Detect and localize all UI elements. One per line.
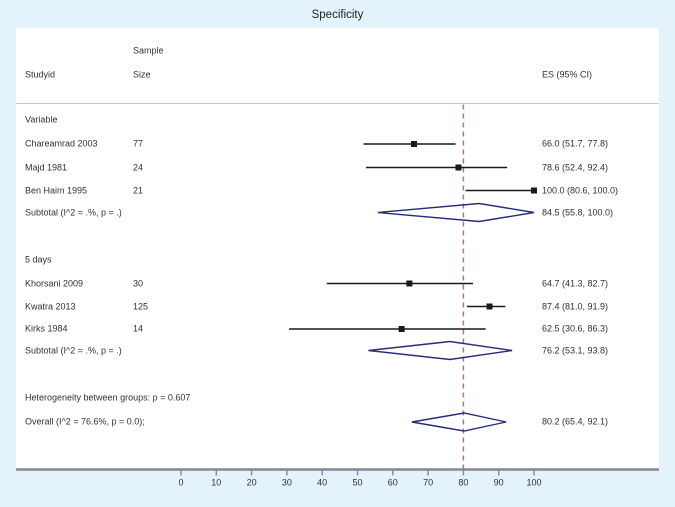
plot-area <box>16 28 659 469</box>
subtotal-diamond <box>377 202 535 223</box>
x-axis-tick-label: 20 <box>246 477 257 487</box>
sample-size-value: 24 <box>133 162 144 172</box>
chart-title: Specificity <box>311 9 364 21</box>
subtotal-es-ci-value: 84.5 (55.8, 100.0) <box>542 207 614 217</box>
x-axis-tick-label: 80 <box>458 477 469 487</box>
column-header-studyid: Studyid <box>25 69 56 80</box>
study-label: Ben Haim 1995 <box>25 185 88 195</box>
es-square-marker <box>531 187 537 194</box>
es-ci-value: 100.0 (80.6, 100.0) <box>542 185 619 195</box>
x-axis-tick-label: 0 <box>178 477 184 487</box>
heterogeneity-note: Heterogeneity between groups: p = 0.607 <box>25 392 191 403</box>
subtotal-label: Subtotal (I^2 = .%, p = .) <box>25 207 122 217</box>
x-axis-tick-label: 40 <box>317 477 328 487</box>
study-label: Chareamrad 2003 <box>25 138 98 149</box>
es-ci-value: 87.4 (81.0, 91.9) <box>542 301 609 311</box>
es-square-marker <box>406 280 413 287</box>
sample-size-value: 14 <box>133 323 144 334</box>
sample-size-value: 77 <box>133 138 144 149</box>
x-axis-tick-label: 60 <box>387 477 398 487</box>
study-label: Khorsani 2009 <box>25 278 84 288</box>
group-label: Variable <box>25 114 58 125</box>
es-ci-value: 78.6 (52.4, 92.4) <box>542 162 609 172</box>
column-header-sample: Sample <box>133 45 164 56</box>
es-square-marker <box>398 326 405 332</box>
x-axis-tick-label: 10 <box>211 477 222 487</box>
overall-label: Overall (I^2 = 76.6%, p = 0.0); <box>25 416 145 427</box>
subtotal-diamond <box>368 340 513 361</box>
x-axis-tick-label: 50 <box>352 477 363 487</box>
overall-es-ci-value: 80.2 (65.4, 92.1) <box>542 416 609 427</box>
column-header-size: Size <box>133 69 151 80</box>
study-label: Kirks 1984 <box>25 323 68 334</box>
es-ci-value: 66.0 (51.7, 77.8) <box>542 138 609 149</box>
es-square-marker <box>455 164 462 171</box>
column-header-es-ci: ES (95% CI) <box>542 69 593 80</box>
es-ci-value: 64.7 (41.3, 82.7) <box>542 278 609 288</box>
study-label: Kwatra 2013 <box>25 301 76 311</box>
x-axis-tick-label: 70 <box>423 477 434 487</box>
group-label: 5 days <box>25 254 52 265</box>
study-label: Majd 1981 <box>25 162 68 172</box>
sample-size-value: 30 <box>133 278 144 288</box>
es-square-marker <box>486 303 493 310</box>
es-ci-value: 62.5 (30.6, 86.3) <box>542 323 609 334</box>
x-axis-tick-label: 90 <box>493 477 504 487</box>
sample-size-value: 125 <box>133 301 149 311</box>
x-axis-tick-label: 100 <box>526 477 542 487</box>
sample-size-value: 21 <box>133 185 144 195</box>
es-square-marker <box>410 141 417 147</box>
subtotal-es-ci-value: 76.2 (53.1, 93.8) <box>542 345 609 355</box>
subtotal-label: Subtotal (I^2 = .%, p = .) <box>25 345 122 355</box>
overall-diamond <box>411 412 507 432</box>
x-axis-tick-label: 30 <box>281 477 292 487</box>
